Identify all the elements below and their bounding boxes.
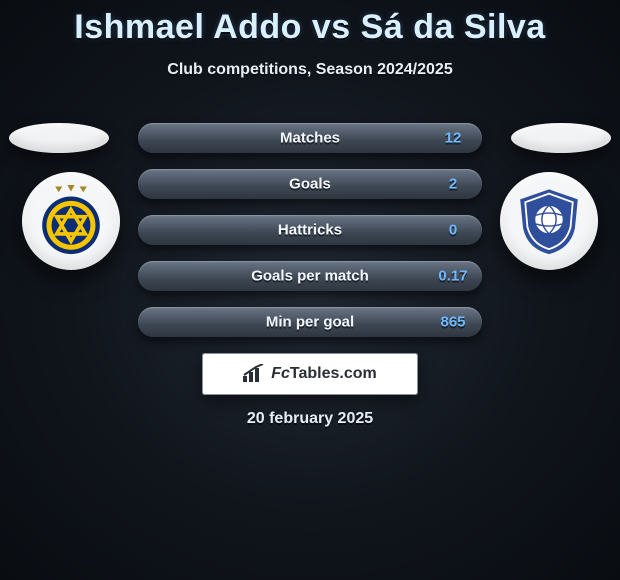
stat-row: Goals per match 0.17 <box>138 261 482 291</box>
right-club-badge <box>500 172 598 270</box>
stat-right-value: 0.17 <box>436 268 470 285</box>
stat-right-value: 0 <box>436 222 470 239</box>
attribution-badge: FcTables.com <box>202 353 418 395</box>
stat-label: Matches <box>280 130 340 147</box>
brand-prefix: Fc <box>271 365 290 382</box>
stats-list: Matches 12 Goals 2 Hattricks 0 Goals per… <box>138 123 482 337</box>
stat-right-value: 12 <box>436 130 470 147</box>
maccabi-tel-aviv-crest-icon <box>35 185 107 257</box>
left-club-badge <box>22 172 120 270</box>
stat-row: Hattricks 0 <box>138 215 482 245</box>
left-country-flag <box>9 123 109 153</box>
right-country-flag <box>511 123 611 153</box>
bar-chart-icon <box>243 364 265 384</box>
stat-label: Goals per match <box>251 268 369 285</box>
ironi-kiryat-shmona-crest-icon <box>513 185 585 257</box>
stat-label: Min per goal <box>266 314 354 331</box>
stat-row: Matches 12 <box>138 123 482 153</box>
stat-label: Hattricks <box>278 222 342 239</box>
subtitle: Club competitions, Season 2024/2025 <box>0 61 620 79</box>
stat-row: Goals 2 <box>138 169 482 199</box>
stat-label: Goals <box>289 176 331 193</box>
stat-right-value: 865 <box>436 314 470 331</box>
brand-rest: Tables.com <box>290 365 377 382</box>
page-title: Ishmael Addo vs Sá da Silva <box>0 0 620 47</box>
stat-right-value: 2 <box>436 176 470 193</box>
stat-row: Min per goal 865 <box>138 307 482 337</box>
date-label: 20 february 2025 <box>247 410 373 428</box>
